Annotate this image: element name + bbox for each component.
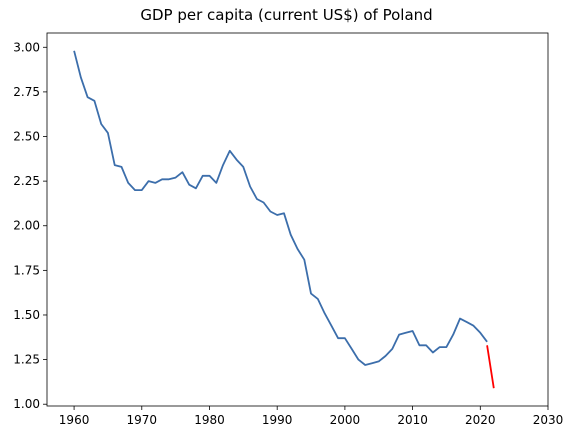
x-tick-label: 1990 [262,413,293,427]
y-tick-label: 1.25 [13,353,40,367]
series-line-projection [486,345,495,389]
x-tick-label: 2020 [465,413,496,427]
y-tick-label: 2.75 [13,85,40,99]
y-tick-label: 1.50 [13,308,40,322]
y-tick-label: 1.00 [13,397,40,411]
x-tick-label: 2010 [397,413,428,427]
y-tick-label: 3.00 [13,40,40,54]
x-tick-label: 1960 [59,413,90,427]
y-tick-label: 1.75 [13,263,40,277]
x-tick-label: 2000 [330,413,361,427]
y-tick-label: 2.00 [13,219,40,233]
x-tick-label: 1980 [194,413,225,427]
chart-title: GDP per capita (current US$) of Poland [140,6,433,24]
y-tick-label: 2.50 [13,130,40,144]
y-tick-label: 2.25 [13,174,40,188]
series-line-historical [73,50,488,366]
x-tick-label: 2030 [533,413,564,427]
x-tick-label: 1970 [127,413,158,427]
plot-frame [46,32,549,407]
